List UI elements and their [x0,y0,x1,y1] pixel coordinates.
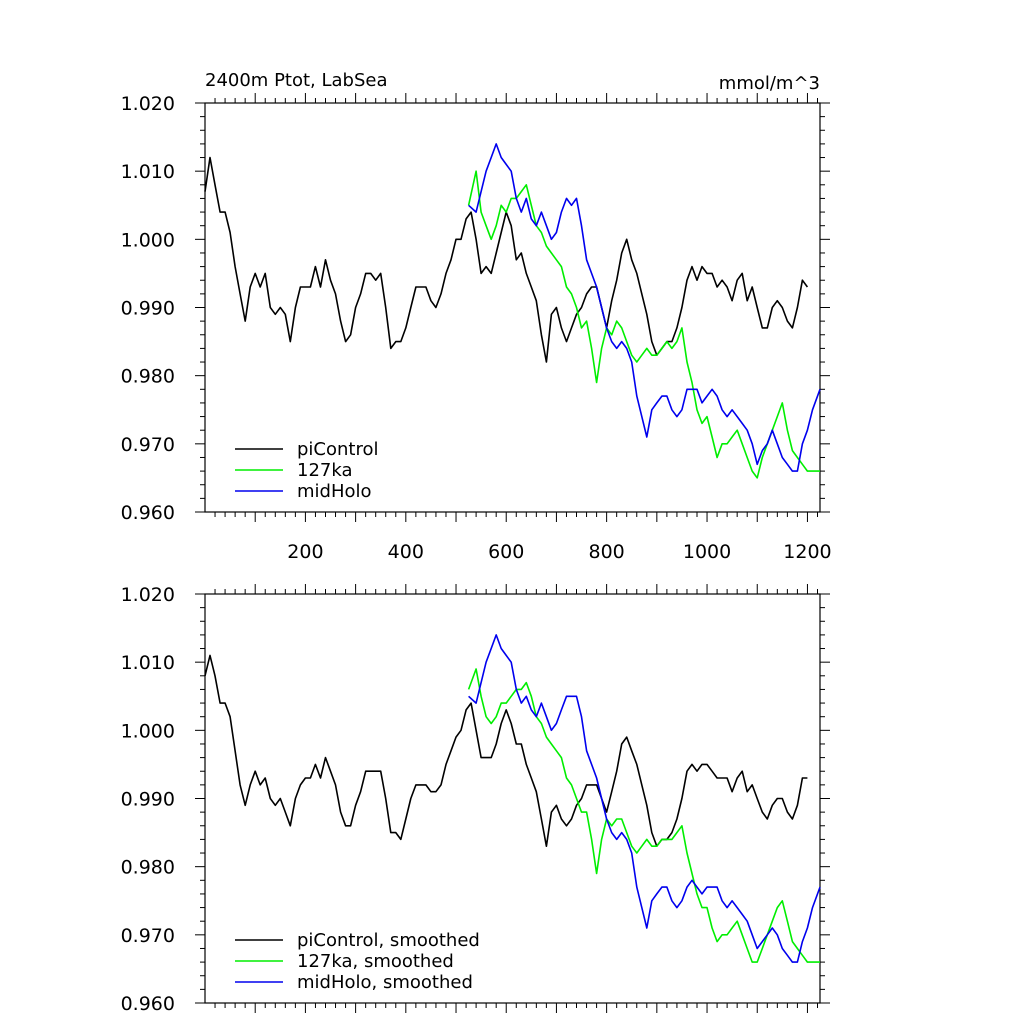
legend-label: 127ka, smoothed [297,951,454,972]
legend-label: piControl [297,439,379,460]
x-tick-label: 800 [588,541,624,563]
chart-title: 2400m Ptot, LabSea [205,70,388,91]
series-line-picontrol [204,156,809,363]
y-tick-label: 0.970 [121,434,175,456]
series-line-midholo-smoothed [468,634,821,963]
series-line-picontrol-smoothed [204,654,808,847]
y-tick-label: 1.010 [121,161,175,183]
y-tick-label: 0.980 [121,857,175,879]
legend-label: piControl, smoothed [297,930,480,951]
y-tick-label: 0.960 [121,993,175,1015]
legend-label: midHolo [297,481,372,502]
y-tick-label: 0.960 [121,502,175,524]
x-tick-label: 200 [287,541,323,563]
x-tick-label: 600 [488,541,524,563]
y-tick-label: 1.000 [121,720,175,742]
y-tick-label: 0.990 [121,298,175,320]
series-line-midholo [468,143,821,472]
y-tick-label: 1.020 [121,584,175,606]
y-tick-label: 0.970 [121,925,175,947]
legend-label: 127ka [297,460,353,481]
x-tick-label: 1000 [683,541,731,563]
y-tick-label: 1.000 [121,229,175,251]
chart-panel-1: 1.020 1.010 1.000 0.990 0.980 0.970 0.960 200 40… [121,70,832,563]
legend-label: midHolo, smoothed [297,972,473,993]
x-tick-label: 1200 [783,541,831,563]
chart-panel-2: 1.020 1.010 1.000 0.990 0.980 0.970 0.960 piCon… [121,584,830,1015]
y-tick-label: 1.020 [121,93,175,115]
series-line-127ka-smoothed [467,668,820,963]
y-tick-label: 0.990 [121,789,175,811]
y-tick-label: 0.980 [121,366,175,388]
y-tick-label: 1.010 [121,652,175,674]
x-tick-label: 400 [388,541,424,563]
series-line-127ka [467,170,820,479]
chart-units: mmol/m^3 [719,73,820,94]
